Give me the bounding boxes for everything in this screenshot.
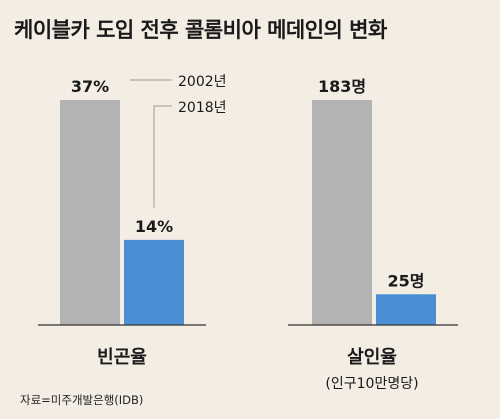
bar-homicide-2018 bbox=[376, 294, 436, 325]
legend-label-2018: 2018년 bbox=[178, 100, 227, 116]
data-label-homicide-2018: 25명 bbox=[388, 271, 425, 290]
bar-poverty-2018 bbox=[124, 239, 184, 325]
category-label-homicide: 살인율 bbox=[347, 347, 397, 368]
data-label-poverty-2018: 14% bbox=[135, 217, 173, 236]
source-note: 자료=미주개발은행(IDB) bbox=[20, 393, 144, 407]
data-label-poverty-2002: 37% bbox=[71, 77, 109, 96]
category-label-poverty: 빈곤율 bbox=[97, 347, 147, 368]
chart-title: 케이블카 도입 전후 콜롬비아 메데인의 변화 bbox=[14, 18, 387, 42]
legend-label-2002: 2002년 bbox=[178, 74, 227, 90]
bar-homicide-2002 bbox=[312, 100, 372, 325]
legend-leader-2018 bbox=[153, 105, 172, 208]
category-subtitle-homicide: (인구10만명당) bbox=[325, 376, 418, 392]
bar-poverty-2002 bbox=[60, 100, 120, 325]
data-label-homicide-2002: 183명 bbox=[318, 77, 366, 96]
